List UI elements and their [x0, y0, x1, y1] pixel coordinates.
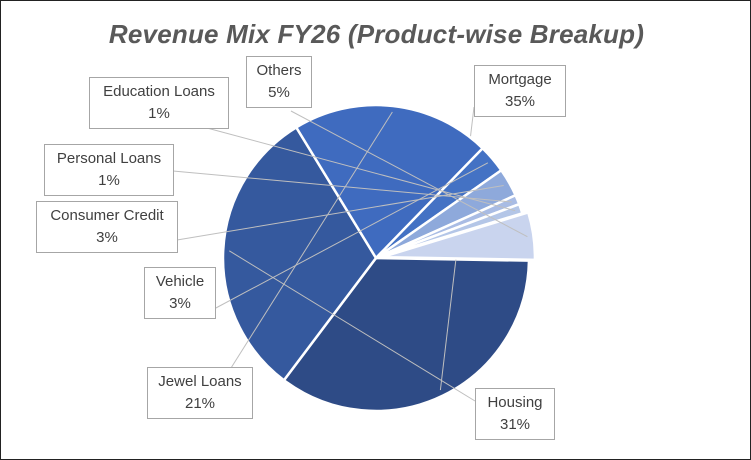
leader-line: [176, 184, 504, 241]
data-label-category: Housing: [487, 394, 543, 411]
data-label-jewel-loans: Jewel Loans 21%: [147, 367, 253, 419]
data-label-value: 35%: [504, 93, 536, 110]
data-label-housing: Housing 31%: [475, 388, 555, 440]
data-label-value: 1%: [98, 172, 120, 189]
data-label-value: 21%: [184, 395, 216, 412]
leader-line: [172, 170, 512, 203]
data-label-value: 31%: [499, 416, 531, 433]
leader-line: [206, 127, 516, 212]
data-label-consumer-credit: Consumer Credit 3%: [36, 201, 178, 253]
data-label-education-loans: Education Loans 1%: [89, 77, 229, 129]
data-label-mortgage: Mortgage 35%: [474, 65, 566, 117]
data-label-value: 3%: [96, 229, 118, 246]
data-label-value: 3%: [169, 295, 191, 312]
pie-slice-others: [381, 210, 537, 262]
data-label-category: Mortgage: [488, 71, 552, 88]
pie-slice-mortgage: [282, 256, 531, 413]
data-label-others: Others 5%: [246, 56, 312, 108]
data-label-value: 1%: [148, 105, 170, 122]
data-label-value: 5%: [268, 84, 290, 101]
chart-title: Revenue Mix FY26 (Product-wise Breakup): [108, 19, 645, 49]
data-label-category: Vehicle: [155, 273, 205, 290]
data-label-category: Jewel Loans: [158, 373, 242, 390]
data-label-category: Personal Loans: [56, 150, 162, 167]
leader-line: [230, 111, 393, 369]
data-label-category: Others: [256, 62, 302, 79]
data-label-vehicle: Vehicle 3%: [144, 267, 216, 319]
leader-line: [229, 250, 476, 402]
leader-line: [213, 162, 489, 310]
data-label-category: Consumer Credit: [50, 207, 164, 224]
data-label-personal-loans: Personal Loans 1%: [44, 144, 174, 196]
pie-slice-housing: [221, 125, 378, 382]
data-label-category: Education Loans: [103, 83, 215, 100]
pie-slice-jewel-loans: [294, 103, 485, 261]
leader-line: [290, 110, 528, 238]
